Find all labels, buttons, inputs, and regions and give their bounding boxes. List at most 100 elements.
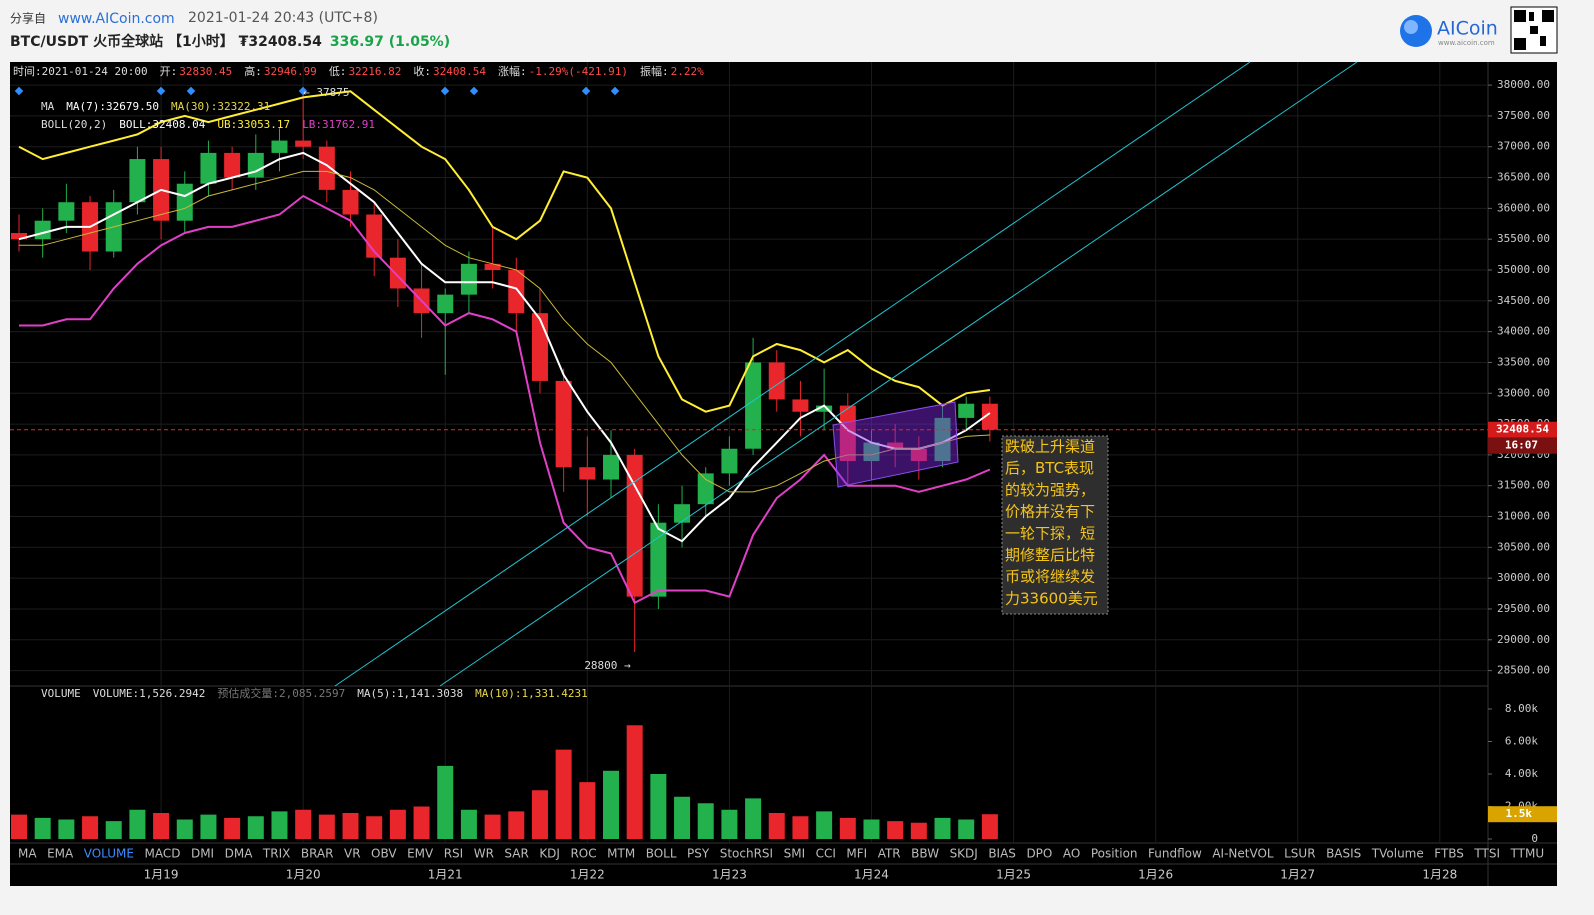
x-tick-label: 1月23 xyxy=(712,868,747,882)
site-link[interactable]: www.AICoin.com xyxy=(58,11,175,27)
candle-body xyxy=(34,220,51,240)
indicator-tab[interactable]: VR xyxy=(344,847,361,861)
indicator-tab[interactable]: TVolume xyxy=(1371,847,1424,861)
indicator-tab[interactable]: MA xyxy=(18,847,37,861)
legend-text: MA(7):32679.50 xyxy=(66,100,159,113)
indicator-tab[interactable]: MACD xyxy=(144,847,180,861)
volume-tick-label: 4.00k xyxy=(1505,767,1538,780)
indicator-tab[interactable]: TRIX xyxy=(262,847,290,861)
logo-subtext: www.aicoin.com xyxy=(1438,39,1495,47)
y-tick-label: 30500.00 xyxy=(1497,540,1550,553)
x-tick-label: 1月20 xyxy=(286,868,321,882)
volume-bar xyxy=(11,814,27,839)
indicator-line xyxy=(18,151,991,543)
indicator-tab[interactable]: Fundflow xyxy=(1148,847,1202,861)
indicator-tab[interactable]: BBW xyxy=(911,847,939,861)
candle-body xyxy=(247,152,264,178)
candle-body xyxy=(839,405,856,462)
volume-bar xyxy=(958,819,975,839)
indicator-tab[interactable]: BRAR xyxy=(301,847,334,861)
indicator-tab[interactable]: StochRSI xyxy=(720,847,773,861)
indicator-tab[interactable]: SMI xyxy=(784,847,806,861)
x-tick-label: 1月22 xyxy=(570,868,605,882)
legend-text: MA xyxy=(41,100,55,113)
candle-body xyxy=(389,257,406,289)
indicator-tab[interactable]: Position xyxy=(1091,847,1138,861)
y-tick-label: 36500.00 xyxy=(1497,171,1550,184)
note-line: 跌破上升渠道 xyxy=(1005,438,1095,456)
indicator-tab[interactable]: MFI xyxy=(846,847,867,861)
indicator-tab[interactable]: VOLUME xyxy=(84,847,134,861)
indicator-tab[interactable]: EMA xyxy=(47,847,74,861)
indicator-tab[interactable]: KDJ xyxy=(539,847,560,861)
logo-icon xyxy=(1404,20,1418,34)
indicator-tab[interactable]: PSY xyxy=(687,847,710,861)
indicator-tab[interactable]: BOLL xyxy=(646,847,677,861)
indicator-tab[interactable]: OBV xyxy=(371,847,397,861)
indicator-tab[interactable]: TTSI xyxy=(1473,847,1500,861)
y-tick-label: 30000.00 xyxy=(1497,571,1550,584)
indicator-tab[interactable]: DMI xyxy=(191,847,214,861)
volume-bar xyxy=(271,811,288,839)
volume-bar xyxy=(366,816,383,839)
legend-text: MA(5):1,141.3038 xyxy=(357,687,463,700)
indicator-tab[interactable]: CCI xyxy=(816,847,836,861)
candle-body xyxy=(721,448,738,474)
volume-tick-label: 6.00k xyxy=(1505,735,1538,748)
candle-body xyxy=(579,467,596,480)
volume-bar xyxy=(295,809,312,839)
candle-body xyxy=(129,159,146,203)
indicator-tab[interactable]: DPO xyxy=(1026,847,1052,861)
indicator-tab[interactable]: MTM xyxy=(607,847,635,861)
candle-body xyxy=(11,233,27,240)
legend-text: 2.22% xyxy=(671,65,704,78)
candle-body xyxy=(295,140,312,147)
volume-tag-bg xyxy=(1488,806,1557,823)
indicator-tab[interactable]: WR xyxy=(474,847,494,861)
indicator-tab[interactable]: TTMU xyxy=(1510,847,1545,861)
note-line: 币或将继续发 xyxy=(1005,568,1095,586)
share-label: 分享自 xyxy=(10,11,46,26)
volume-bar xyxy=(579,782,596,839)
candle-body xyxy=(981,403,998,430)
y-tick-label: 36000.00 xyxy=(1497,201,1550,214)
indicator-tab[interactable]: LSUR xyxy=(1284,847,1315,861)
candle-body xyxy=(437,294,454,314)
volume-bar xyxy=(531,790,548,839)
volume-bar xyxy=(674,796,691,839)
indicator-tab[interactable]: SAR xyxy=(504,847,528,861)
candle-body xyxy=(674,504,691,523)
candle-body xyxy=(200,152,217,184)
indicator-tab[interactable]: BASIS xyxy=(1326,847,1361,861)
legend-text: 低: xyxy=(329,65,347,78)
high-note: ← 37875 xyxy=(303,86,349,99)
annotation-box xyxy=(1001,435,1109,615)
volume-bar xyxy=(863,819,880,839)
indicator-tab[interactable]: AI-NetVOL xyxy=(1212,847,1274,861)
y-tick-label: 37500.00 xyxy=(1497,109,1550,122)
indicator-tab[interactable]: ATR xyxy=(878,847,901,861)
volume-bar xyxy=(413,806,430,839)
legend-text: VOLUME xyxy=(41,687,81,700)
legend-text: 振幅: xyxy=(640,64,669,78)
indicator-tab[interactable]: AO xyxy=(1063,847,1080,861)
volume-bar xyxy=(792,816,809,839)
volume-bar xyxy=(153,813,170,839)
indicator-tab[interactable]: SKDJ xyxy=(950,847,978,861)
y-tick-label: 34500.00 xyxy=(1497,294,1550,307)
indicator-tab[interactable]: BIAS xyxy=(988,847,1016,861)
volume-bar xyxy=(460,809,477,839)
indicator-tab[interactable]: RSI xyxy=(444,847,464,861)
indicator-tab[interactable]: DMA xyxy=(225,847,254,861)
candle-body xyxy=(224,152,241,178)
volume-bar xyxy=(129,809,146,839)
x-tick-label: 1月21 xyxy=(428,868,463,882)
indicator-tab[interactable]: EMV xyxy=(407,847,434,861)
legend-text: 预估成交量:2,085.2597 xyxy=(217,686,345,700)
candle-body xyxy=(176,183,193,221)
volume-bar xyxy=(981,814,998,839)
indicator-tab[interactable]: ROC xyxy=(570,847,596,861)
low-note: 28800 → xyxy=(584,659,631,672)
indicator-tab[interactable]: FTBS xyxy=(1434,847,1464,861)
